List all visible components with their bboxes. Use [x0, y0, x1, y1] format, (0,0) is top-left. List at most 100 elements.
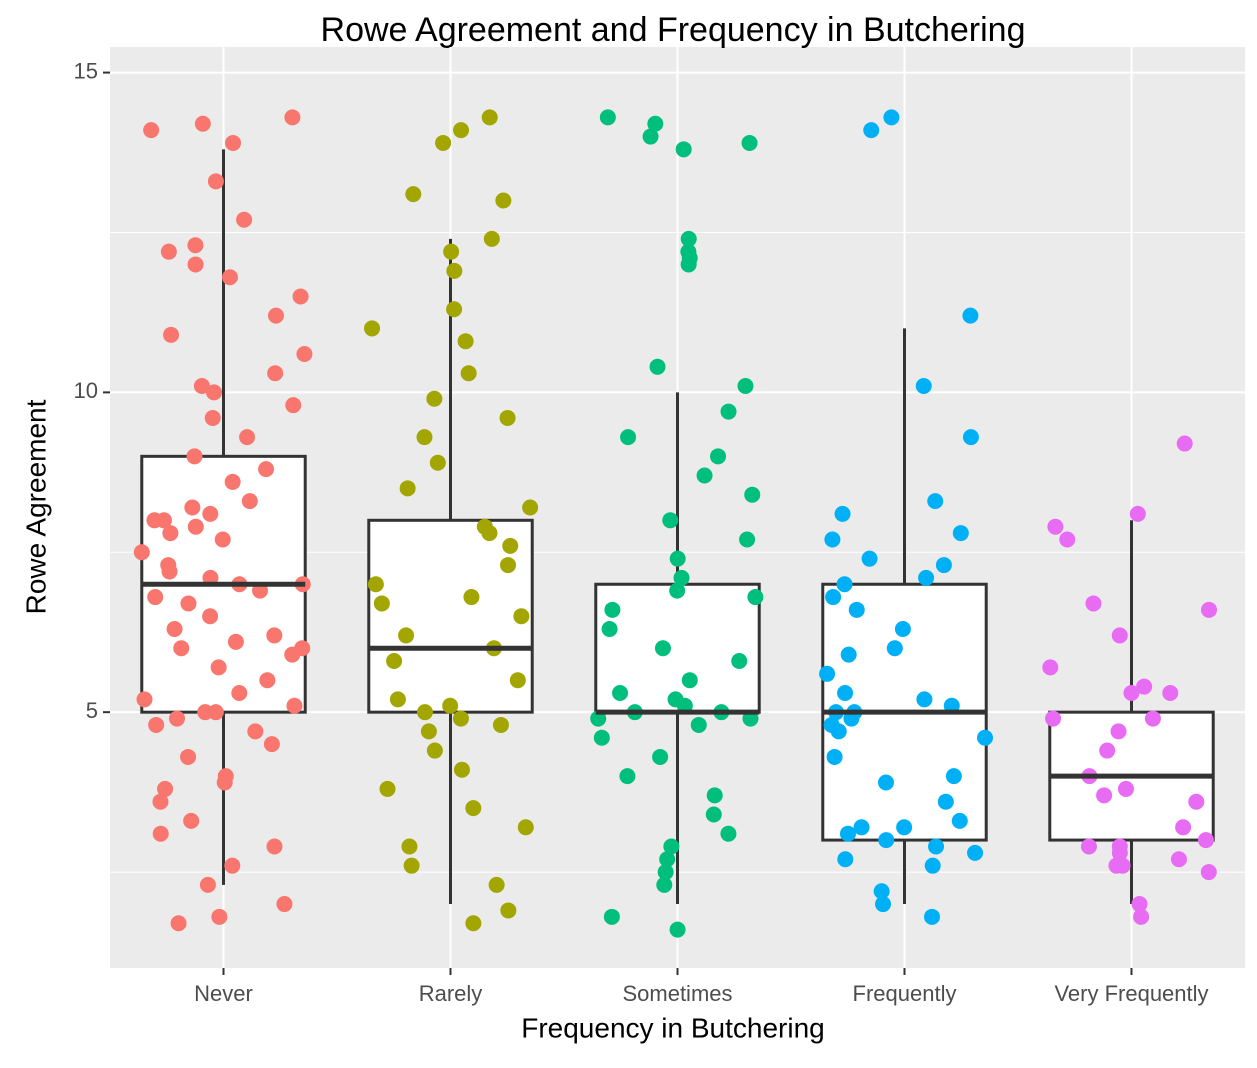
- point: [680, 230, 697, 247]
- point: [1117, 780, 1134, 797]
- point: [263, 736, 280, 753]
- point: [739, 531, 756, 548]
- point: [861, 550, 878, 567]
- point: [731, 653, 748, 669]
- point: [962, 307, 979, 324]
- point: [231, 684, 248, 701]
- point: [1200, 601, 1217, 618]
- point: [481, 525, 498, 542]
- point: [205, 384, 222, 401]
- point: [187, 518, 204, 535]
- point: [221, 269, 238, 286]
- point: [284, 109, 301, 126]
- point: [162, 525, 179, 542]
- point: [146, 512, 163, 529]
- chart-title: Rowe Agreement and Frequency in Butcheri…: [321, 11, 1026, 49]
- point: [840, 646, 857, 663]
- point: [285, 397, 302, 414]
- point: [416, 704, 433, 721]
- point: [513, 608, 530, 625]
- point: [927, 493, 944, 510]
- point: [180, 595, 197, 612]
- point: [619, 768, 636, 785]
- point: [915, 377, 932, 394]
- point: [152, 825, 169, 842]
- x-axis-label: Frequency in Butchering: [521, 1012, 825, 1043]
- point: [696, 467, 713, 484]
- point: [202, 608, 219, 625]
- point: [416, 429, 433, 446]
- point: [227, 633, 244, 650]
- point: [1096, 787, 1113, 804]
- point: [744, 486, 761, 503]
- point: [259, 672, 276, 689]
- point: [737, 377, 754, 394]
- point: [276, 896, 293, 913]
- point: [654, 640, 671, 657]
- point: [267, 365, 284, 382]
- point: [379, 780, 396, 797]
- point: [663, 838, 680, 855]
- point: [224, 473, 241, 490]
- point: [848, 601, 865, 618]
- box: [367, 518, 534, 714]
- point: [669, 921, 686, 938]
- point: [239, 429, 256, 446]
- x-tick-label: Very Frequently: [1054, 981, 1208, 1006]
- x-tick-label: Frequently: [853, 981, 957, 1006]
- point: [211, 908, 228, 925]
- point: [962, 429, 979, 446]
- point: [401, 838, 418, 855]
- point: [1144, 710, 1161, 727]
- point: [951, 812, 968, 829]
- point: [923, 908, 940, 925]
- point: [184, 499, 201, 516]
- point: [690, 716, 707, 733]
- point: [386, 653, 403, 669]
- point: [457, 333, 474, 350]
- point: [194, 115, 211, 132]
- point: [1200, 864, 1217, 881]
- point: [675, 141, 692, 158]
- point: [886, 640, 903, 657]
- point: [403, 857, 420, 874]
- point: [928, 838, 945, 855]
- point: [720, 403, 737, 420]
- point: [916, 691, 933, 708]
- point: [824, 531, 841, 548]
- point: [599, 109, 616, 126]
- point: [1123, 684, 1140, 701]
- point: [935, 557, 952, 574]
- point: [147, 589, 164, 606]
- point: [819, 665, 836, 682]
- point: [492, 716, 509, 733]
- point: [136, 691, 153, 708]
- point: [442, 697, 459, 714]
- point: [1129, 505, 1146, 522]
- point: [706, 787, 723, 804]
- point: [152, 793, 169, 810]
- point: [186, 448, 203, 465]
- point: [593, 729, 610, 746]
- point: [225, 134, 242, 151]
- point: [1099, 742, 1116, 759]
- point: [500, 557, 517, 574]
- point: [1059, 531, 1076, 548]
- point: [652, 748, 669, 765]
- point: [823, 716, 840, 733]
- point: [183, 812, 200, 829]
- point: [834, 505, 851, 522]
- point: [373, 595, 390, 612]
- point: [157, 780, 174, 797]
- point: [659, 851, 676, 868]
- point: [1047, 518, 1064, 535]
- point: [202, 505, 219, 522]
- point: [465, 800, 482, 817]
- point: [620, 429, 637, 446]
- point: [236, 211, 253, 228]
- point: [1131, 896, 1148, 913]
- point: [180, 748, 197, 765]
- point: [197, 704, 214, 721]
- point: [420, 723, 437, 740]
